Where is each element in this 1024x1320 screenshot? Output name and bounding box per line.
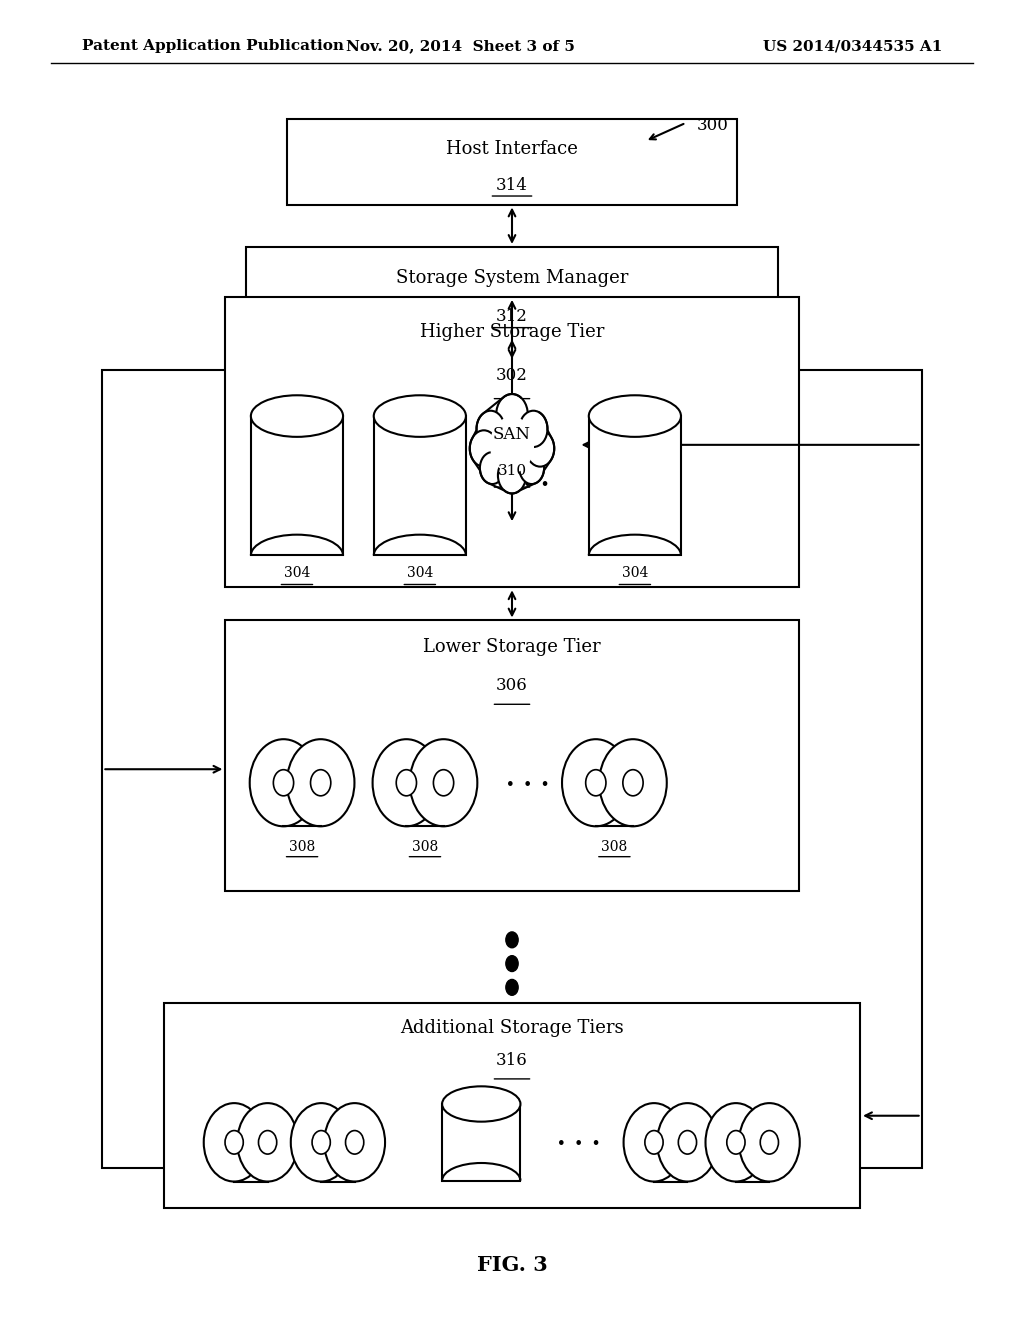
Text: . . .: . . . bbox=[557, 1126, 600, 1150]
Circle shape bbox=[287, 739, 354, 826]
Circle shape bbox=[470, 430, 498, 467]
FancyBboxPatch shape bbox=[164, 1003, 860, 1208]
Circle shape bbox=[506, 932, 518, 948]
Circle shape bbox=[490, 417, 534, 473]
Text: Patent Application Publication: Patent Application Publication bbox=[82, 40, 344, 53]
Circle shape bbox=[238, 1104, 298, 1181]
Circle shape bbox=[760, 1130, 778, 1154]
Circle shape bbox=[480, 451, 505, 484]
FancyBboxPatch shape bbox=[287, 119, 737, 205]
Text: Lower Storage Tier: Lower Storage Tier bbox=[423, 639, 601, 656]
Text: Nov. 20, 2014  Sheet 3 of 5: Nov. 20, 2014 Sheet 3 of 5 bbox=[346, 40, 575, 53]
FancyBboxPatch shape bbox=[225, 297, 799, 587]
Circle shape bbox=[586, 770, 606, 796]
Circle shape bbox=[273, 770, 294, 796]
Ellipse shape bbox=[374, 395, 466, 437]
Text: FIG. 3: FIG. 3 bbox=[476, 1254, 548, 1275]
Text: 312: 312 bbox=[496, 309, 528, 325]
Text: 302: 302 bbox=[496, 367, 528, 384]
Text: 304: 304 bbox=[407, 566, 433, 579]
FancyBboxPatch shape bbox=[102, 370, 922, 1168]
Circle shape bbox=[312, 1130, 331, 1154]
FancyBboxPatch shape bbox=[589, 416, 681, 556]
Circle shape bbox=[645, 1130, 664, 1154]
Circle shape bbox=[706, 1104, 766, 1181]
Circle shape bbox=[497, 393, 527, 434]
FancyBboxPatch shape bbox=[251, 416, 343, 556]
Circle shape bbox=[410, 739, 477, 826]
Circle shape bbox=[526, 430, 554, 467]
Text: 306: 306 bbox=[496, 677, 528, 694]
Text: Storage System Manager: Storage System Manager bbox=[396, 269, 628, 288]
Text: Additional Storage Tiers: Additional Storage Tiers bbox=[400, 1019, 624, 1036]
Circle shape bbox=[476, 411, 505, 447]
FancyBboxPatch shape bbox=[225, 620, 799, 891]
FancyBboxPatch shape bbox=[246, 247, 778, 337]
Text: 310: 310 bbox=[498, 465, 526, 478]
Circle shape bbox=[258, 1130, 276, 1154]
Circle shape bbox=[506, 979, 518, 995]
Text: 316: 316 bbox=[496, 1052, 528, 1069]
Text: Higher Storage Tier: Higher Storage Tier bbox=[420, 323, 604, 341]
Circle shape bbox=[373, 739, 440, 826]
Text: 300: 300 bbox=[696, 117, 728, 133]
Circle shape bbox=[623, 770, 643, 796]
Text: 308: 308 bbox=[601, 840, 628, 854]
Circle shape bbox=[624, 1104, 684, 1181]
Text: SAN: SAN bbox=[493, 426, 531, 442]
Circle shape bbox=[433, 770, 454, 796]
Circle shape bbox=[727, 1130, 745, 1154]
Circle shape bbox=[396, 770, 417, 796]
Circle shape bbox=[678, 1130, 696, 1154]
Circle shape bbox=[498, 457, 526, 494]
Text: . . .: . . . bbox=[506, 767, 549, 791]
Ellipse shape bbox=[251, 395, 343, 437]
Circle shape bbox=[325, 1104, 385, 1181]
Circle shape bbox=[506, 956, 518, 972]
Circle shape bbox=[562, 739, 630, 826]
Circle shape bbox=[310, 770, 331, 796]
Text: US 2014/0344535 A1: US 2014/0344535 A1 bbox=[763, 40, 942, 53]
Circle shape bbox=[519, 411, 548, 447]
Text: Host Interface: Host Interface bbox=[446, 140, 578, 158]
Circle shape bbox=[345, 1130, 364, 1154]
Text: 304: 304 bbox=[622, 566, 648, 579]
Circle shape bbox=[657, 1104, 718, 1181]
Circle shape bbox=[250, 739, 317, 826]
Circle shape bbox=[291, 1104, 351, 1181]
Text: 308: 308 bbox=[412, 840, 438, 854]
Circle shape bbox=[486, 412, 538, 478]
Ellipse shape bbox=[589, 395, 681, 437]
Ellipse shape bbox=[442, 1086, 520, 1122]
Text: 308: 308 bbox=[289, 840, 315, 854]
Circle shape bbox=[519, 451, 544, 484]
Circle shape bbox=[225, 1130, 244, 1154]
Text: 304: 304 bbox=[284, 566, 310, 579]
Text: 314: 314 bbox=[496, 177, 528, 194]
FancyBboxPatch shape bbox=[374, 416, 466, 556]
Circle shape bbox=[739, 1104, 800, 1181]
Circle shape bbox=[204, 1104, 264, 1181]
Circle shape bbox=[599, 739, 667, 826]
FancyBboxPatch shape bbox=[442, 1104, 520, 1180]
Text: . . .: . . . bbox=[506, 467, 549, 491]
